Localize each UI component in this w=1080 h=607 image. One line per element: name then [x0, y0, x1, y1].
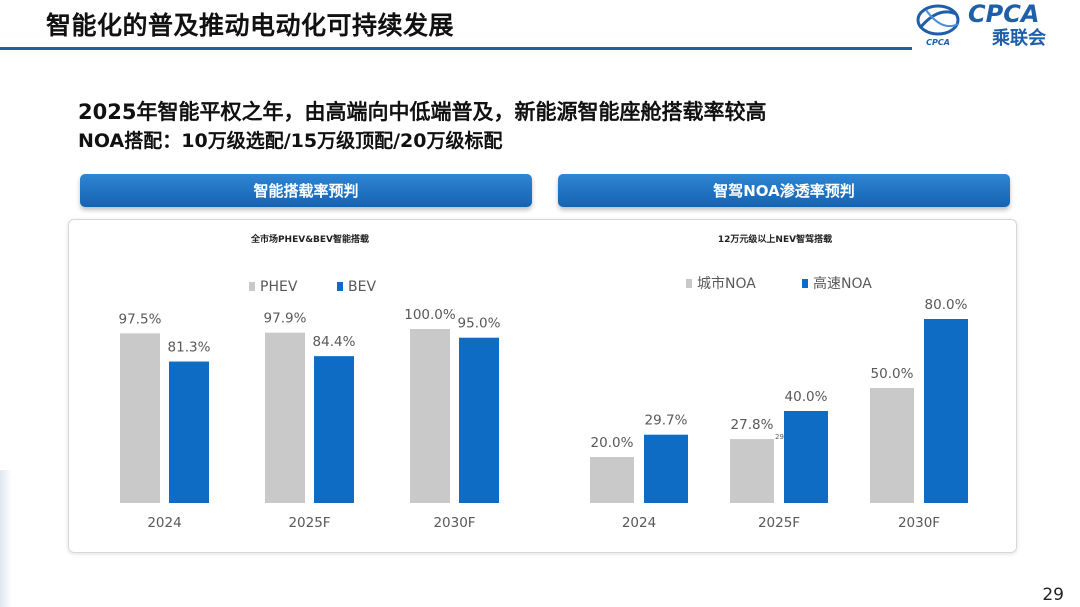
slide-subheading: NOA搭配：10万级选配/15万级顶配/20万级标配 — [78, 130, 503, 152]
left-banner: 智能搭载率预判 — [80, 174, 532, 207]
emblem-text: CPCA — [926, 38, 950, 47]
category-label: 2025F — [758, 515, 800, 531]
data-label: 40.0% — [785, 389, 828, 405]
legend-swatch — [802, 279, 808, 288]
bar — [410, 329, 450, 503]
bar — [644, 434, 688, 503]
legend-label: PHEV — [260, 279, 298, 295]
data-label: 84.4% — [313, 334, 356, 350]
category-label: 2024 — [147, 515, 181, 531]
data-label: 50.0% — [871, 366, 914, 382]
category-label: 2024 — [622, 515, 656, 531]
bar — [924, 319, 968, 503]
annotation-label: 29 — [775, 433, 784, 441]
page-number: 29 — [1042, 585, 1064, 605]
title-underline — [0, 47, 912, 50]
logo-subtext: 乘联会 — [991, 27, 1046, 49]
data-label: 29.7% — [645, 413, 688, 429]
data-label: 81.3% — [168, 340, 211, 356]
chart-title: 全市场PHEV&BEV智能搭载 — [250, 233, 369, 245]
category-label: 2030F — [433, 515, 475, 531]
cpca-emblem-icon: CPCA — [916, 4, 960, 47]
data-label: 97.9% — [264, 311, 307, 327]
charts-panel — [68, 219, 1017, 553]
logo-text: CPCA — [968, 0, 1039, 28]
slide-heading: 2025年智能平权之年，由高端向中低端普及，新能源智能座舱搭载率较高 — [78, 100, 767, 124]
chart-title: 12万元级以上NEV智驾搭载 — [718, 233, 832, 245]
bar — [265, 332, 305, 503]
title-bar: 智能化的普及推动电动化可持续发展 — [0, 0, 1080, 50]
bar — [870, 388, 914, 503]
bar — [314, 356, 354, 503]
category-label: 2030F — [898, 515, 940, 531]
bar — [730, 439, 774, 503]
legend-swatch — [337, 282, 343, 291]
data-label: 100.0% — [404, 307, 456, 323]
data-label: 97.5% — [119, 311, 162, 327]
data-label: 20.0% — [591, 435, 634, 451]
legend-label: BEV — [348, 279, 376, 295]
slide-title: 智能化的普及推动电动化可持续发展 — [46, 11, 455, 40]
bar — [784, 411, 828, 503]
cpca-logo: CPCA CPCA 乘联会 — [916, 0, 1046, 49]
side-decoration — [0, 470, 12, 607]
right-banner: 智驾NOA渗透率预判 — [558, 174, 1010, 207]
legend-swatch — [249, 282, 255, 291]
legend-label: 城市NOA — [697, 275, 756, 292]
data-label: 80.0% — [925, 297, 968, 313]
data-label: 27.8% — [731, 417, 774, 433]
data-label: 95.0% — [458, 316, 501, 332]
category-label: 2025F — [288, 515, 330, 531]
legend-label: 高速NOA — [813, 275, 872, 292]
bar — [120, 333, 160, 503]
legend-swatch — [686, 279, 692, 288]
bar — [590, 457, 634, 503]
bar — [169, 361, 209, 503]
bar — [459, 337, 499, 503]
